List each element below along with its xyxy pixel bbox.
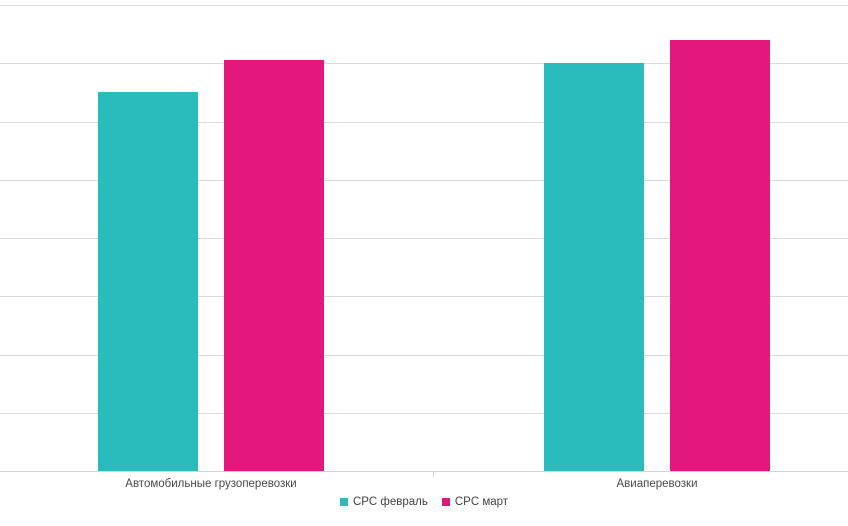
gridline <box>0 354 848 356</box>
plot-area <box>0 5 848 477</box>
bar-cpc-february-auto-freight[interactable] <box>98 92 198 471</box>
x-axis-label-auto-freight: Автомобильные грузоперевозки <box>125 478 297 490</box>
x-axis-tick <box>433 471 434 477</box>
legend-swatch-march-icon <box>441 498 450 506</box>
legend-swatch-february-icon <box>339 498 348 506</box>
x-axis-line <box>0 471 848 472</box>
legend-item-cpc-february[interactable]: CPC февраль <box>339 496 428 508</box>
bar-cpc-february-air-freight[interactable] <box>544 63 644 471</box>
gridline <box>0 412 848 414</box>
gridline <box>0 179 848 181</box>
legend-label-cpc-february: CPC февраль <box>352 496 428 508</box>
gridline <box>0 296 848 298</box>
bar-group-auto-freight <box>98 5 324 471</box>
bar-cpc-march-auto-freight[interactable] <box>224 60 324 471</box>
bar-cpc-march-air-freight[interactable] <box>670 39 770 471</box>
legend-label-cpc-march: CPC март <box>454 496 509 508</box>
gridline <box>0 238 848 239</box>
x-axis-label-air-freight: Авиаперевозки <box>616 478 698 490</box>
gridline <box>0 121 848 123</box>
gridline <box>0 5 848 6</box>
legend-item-cpc-march[interactable]: CPC март <box>441 496 509 508</box>
gridline <box>0 63 848 65</box>
legend: CPC февраль CPC март <box>0 496 848 508</box>
bar-group-air-freight <box>544 5 770 471</box>
